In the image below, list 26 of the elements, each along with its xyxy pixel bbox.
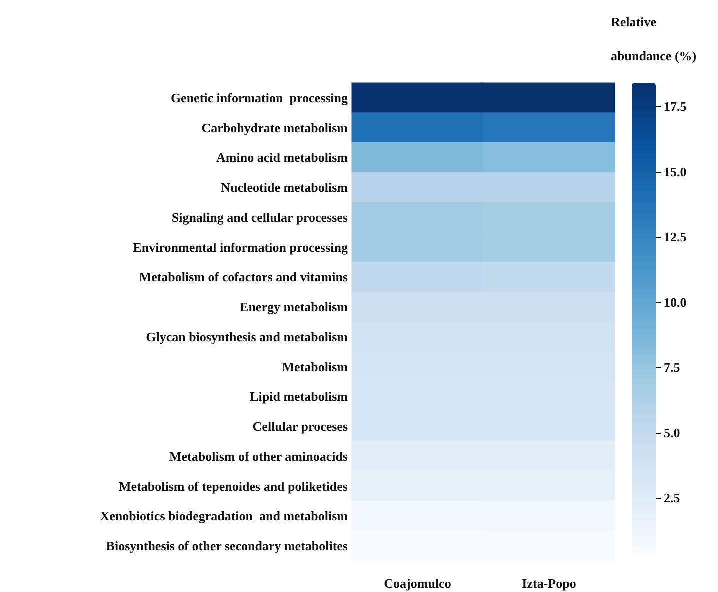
y-tick-label: Glycan biosynthesis and metabolism (146, 329, 348, 344)
y-tick-label: Amino acid metabolism (216, 150, 348, 166)
y-tick-label: Energy metabolism (240, 300, 348, 315)
y-tick-label: Metabolism (282, 359, 348, 374)
color-bar-label: 2.5 (664, 490, 681, 506)
y-tick-label: Carbohydrate metabolism (202, 120, 348, 136)
y-tick-label: Genetic information processing (170, 90, 348, 106)
y-tick-label: Metabolism of other aminoacids (170, 448, 348, 464)
y-tick-label: Signaling and cellular processes (172, 210, 348, 225)
y-tick-label: Cellular proceses (252, 419, 348, 434)
y-tick-label: Lipid metabolism (250, 389, 348, 404)
color-bar-label: 17.5 (664, 99, 688, 114)
x-tick-label: Coajomulco (384, 576, 452, 591)
color-bar-label: 7.5 (664, 360, 681, 376)
x-tick-label: Izta-Popo (522, 576, 576, 591)
color-bar-label: 15.0 (664, 164, 687, 180)
y-tick-label: Environmental information processing (133, 240, 348, 255)
y-tick-label: Biosynthesis of other secondary metabolites (106, 538, 348, 554)
y-tick-label: Nucleotide metabolism (221, 180, 348, 196)
y-tick-label: Xenobiotics biodegradation and metabolism (100, 508, 348, 524)
y-tick-label: Metabolism of tepenoides and poliketides (119, 478, 348, 494)
y-tick-label: Metabolism of cofactors and vitamins (139, 270, 348, 285)
text: Relative abundance (%) (611, 14, 697, 64)
color-bar-label: 12.5 (664, 230, 688, 245)
color-bar-label: 5.0 (664, 425, 680, 440)
color-bar-label: 10.0 (664, 294, 687, 310)
